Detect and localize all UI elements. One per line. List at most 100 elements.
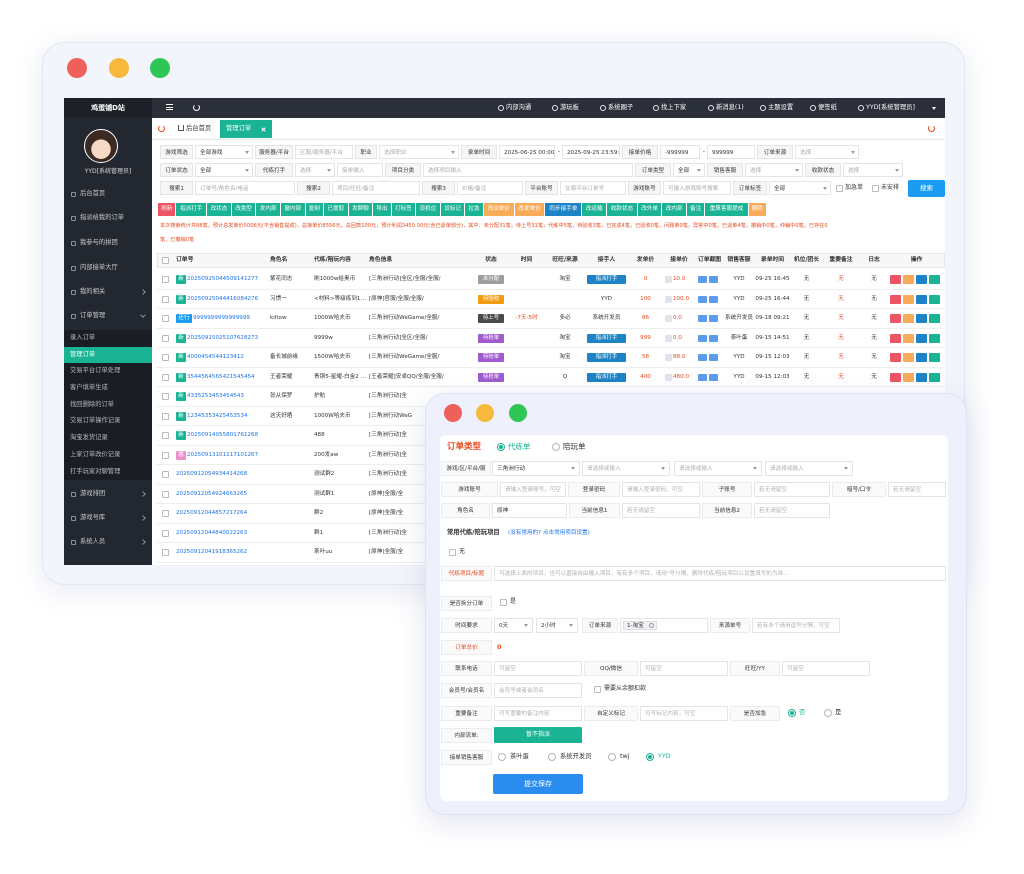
form-input[interactable]: 可留空 xyxy=(640,661,728,676)
screenshot-icon[interactable] xyxy=(698,295,707,303)
filter-input[interactable]: 全部 xyxy=(769,181,831,195)
action-icon[interactable] xyxy=(890,294,901,304)
checkbox[interactable] xyxy=(162,393,169,400)
checkbox[interactable] xyxy=(500,599,507,606)
action-icon[interactable] xyxy=(916,333,927,343)
menu-item[interactable]: 我参与的拼团 xyxy=(80,239,118,246)
action-icon[interactable] xyxy=(929,353,940,362)
filter-input[interactable]: 选择项目输入 xyxy=(423,163,633,177)
order-id[interactable]: 20250913101117101267 xyxy=(187,451,259,458)
assign-button[interactable]: 指派打手 xyxy=(587,353,626,362)
radio-label[interactable]: 茶叶蛋 xyxy=(510,753,529,760)
screenshot-icon[interactable] xyxy=(698,276,707,283)
search-button[interactable]: 搜索 xyxy=(908,180,945,197)
screenshot-icon[interactable] xyxy=(698,334,707,342)
action-icon[interactable] xyxy=(929,275,940,284)
toolbar-button[interactable]: 发群聊 xyxy=(348,203,373,216)
screenshot-icon[interactable] xyxy=(709,373,718,381)
common-link[interactable]: (没有常用的? 点击常用项目设置) xyxy=(508,530,590,536)
toolbar-button[interactable]: 设标记 xyxy=(440,203,465,216)
order-id[interactable]: 20250912044840022263 xyxy=(176,529,248,536)
tab-active[interactable]: 管理订单 xyxy=(220,120,272,138)
form-input[interactable]: 三角洲行动 xyxy=(492,461,580,476)
order-id[interactable]: 3544564565421545454 xyxy=(187,373,255,380)
toolbar-button[interactable]: 同步接手单 xyxy=(545,203,582,216)
screenshot-icon[interactable] xyxy=(709,315,718,322)
action-icon[interactable] xyxy=(890,314,901,323)
radio[interactable] xyxy=(824,709,832,717)
filter-input[interactable]: 区服/服务器/平台 xyxy=(295,145,353,159)
toolbar-button[interactable]: 删除 xyxy=(748,203,766,216)
order-id[interactable]: 4335253453454543 xyxy=(187,393,244,399)
order-id[interactable]: 20250914055801761268 xyxy=(187,432,259,438)
form-input[interactable]: 会员号或者会员名 xyxy=(494,683,582,698)
form-input[interactable]: 请输入登录账号，可空 xyxy=(500,482,566,497)
nav-item[interactable]: YYD[系统管理员] xyxy=(866,104,915,111)
order-id[interactable]: 20250912044857217264 xyxy=(176,510,248,516)
filter-input[interactable]: 可输入游戏账号搜索 xyxy=(663,181,731,195)
nav-item[interactable]: 游玩板 xyxy=(560,104,579,111)
form-input[interactable]: 可留空 xyxy=(494,661,582,676)
order-id[interactable]: 20250912041918365262 xyxy=(176,549,248,555)
checkbox[interactable] xyxy=(162,334,169,342)
form-input[interactable]: 若无请留空 xyxy=(754,482,830,497)
toolbar-button[interactable]: 撤内部 xyxy=(281,203,305,216)
menu-item[interactable]: 我的相关 xyxy=(80,288,106,295)
menu-item[interactable]: 找回删除的订单 xyxy=(70,401,115,408)
internal-button[interactable]: 暂不指派 xyxy=(494,727,582,743)
menu-item[interactable]: 上家订单改价记录 xyxy=(70,451,121,458)
form-input[interactable]: 可留空 xyxy=(782,661,870,676)
assign-button[interactable]: 指派打手 xyxy=(587,333,626,343)
filter-input[interactable]: -999999 xyxy=(660,145,700,159)
radio[interactable] xyxy=(552,443,560,451)
menu-item[interactable]: 交易订单操作记录 xyxy=(70,417,121,424)
checkbox[interactable] xyxy=(836,184,843,192)
filter-input[interactable]: 2025-09-25 23:59:59 xyxy=(562,145,620,159)
filter-input[interactable]: 999999 xyxy=(707,145,755,159)
order-id[interactable]: 20250912054934414268 xyxy=(176,471,248,477)
action-icon[interactable] xyxy=(890,353,901,362)
action-icon[interactable] xyxy=(929,333,940,343)
action-icon[interactable] xyxy=(903,372,914,382)
form-input[interactable]: 若无请留空 xyxy=(622,503,700,518)
toolbar-button[interactable]: 改类型 xyxy=(231,203,256,216)
action-icon[interactable] xyxy=(929,314,940,323)
toolbar-button[interactable]: 拉急 xyxy=(465,203,483,216)
filter-input[interactable]: 接单输入 xyxy=(337,163,383,177)
checkbox[interactable] xyxy=(162,451,169,459)
order-id[interactable]: 4000454544123412 xyxy=(187,354,244,360)
screenshot-icon[interactable] xyxy=(698,354,707,361)
radio[interactable] xyxy=(548,753,556,761)
submit-button[interactable]: 提交保存 xyxy=(493,774,583,794)
action-icon[interactable] xyxy=(929,294,940,304)
reload-icon[interactable] xyxy=(193,104,200,111)
filter-input[interactable]: 项目/旺旺/备注 xyxy=(332,181,420,195)
checkbox[interactable] xyxy=(162,295,169,303)
tab-refresh[interactable] xyxy=(158,125,165,132)
toolbar-button[interactable]: 刷新 xyxy=(158,203,176,216)
radio-label[interactable]: 系统开发员 xyxy=(560,753,592,760)
action-icon[interactable] xyxy=(890,275,901,284)
checkbox[interactable] xyxy=(162,257,169,264)
checkbox[interactable] xyxy=(449,549,456,556)
action-icon[interactable] xyxy=(916,353,927,362)
filter-input[interactable]: 选择职业 xyxy=(379,145,459,159)
filter-input[interactable]: 选择 xyxy=(795,145,859,159)
radio-label[interactable]: 是 xyxy=(835,709,842,716)
toolbar-button[interactable]: 导出 xyxy=(373,203,391,216)
assign-button[interactable]: 指派打手 xyxy=(587,275,626,284)
filter-input[interactable]: 价格/备注 xyxy=(457,181,523,195)
filter-input[interactable]: 交易平台订单号 xyxy=(560,181,626,195)
menu-item[interactable]: 游戏号库 xyxy=(80,514,106,521)
form-input[interactable]: 请选择或输入 xyxy=(674,461,762,476)
filter-input[interactable]: 选择 xyxy=(843,163,903,177)
order-id[interactable]: 20250925044416084276 xyxy=(187,295,259,302)
toolbar-button[interactable]: 复制 xyxy=(305,203,323,216)
menu-item[interactable]: 管理订单 xyxy=(70,351,96,358)
toolbar-button[interactable]: 改内部 xyxy=(662,203,686,216)
checkbox[interactable] xyxy=(162,354,169,361)
toolbar-button[interactable]: 发内部 xyxy=(256,203,280,216)
checkbox[interactable] xyxy=(162,276,169,283)
toolbar-button[interactable]: 改外单 xyxy=(637,203,662,216)
form-input[interactable]: 可写重要的备注内容 xyxy=(494,706,582,721)
